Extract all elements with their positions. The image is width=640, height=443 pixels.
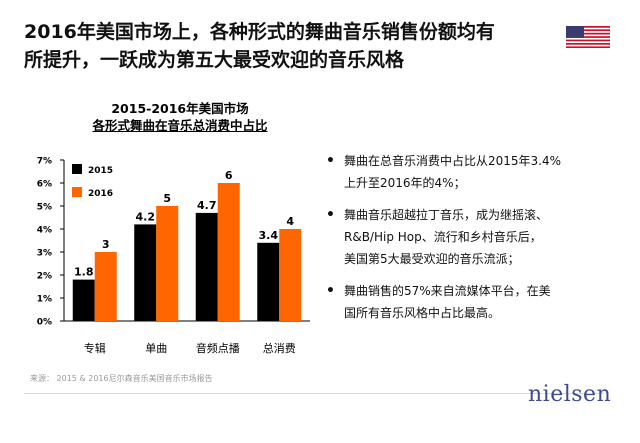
bullet-list: 舞曲在总音乐消费中占比从2015年3.4% 上升至2016年的4%； 舞曲音乐超…: [326, 150, 626, 334]
bullet-line: 上升至2016年的4%；: [344, 176, 466, 190]
data-label: 4.7: [197, 199, 217, 212]
bar-2016-1: [156, 206, 179, 321]
bullet-line: R&B/Hip Hop、流行和乡村音乐后，: [344, 230, 542, 244]
us-flag-icon: [566, 26, 610, 48]
data-label: 5: [163, 192, 171, 205]
legend-swatch-2016: [72, 187, 82, 197]
y-tick-label: 0%: [37, 318, 52, 328]
chart-title-line-2: 各形式舞曲在音乐总消费中占比: [92, 118, 268, 133]
data-label: 3.4: [259, 229, 279, 242]
y-tick-label: 7%: [37, 157, 52, 167]
source-note: 来源： 2015 & 2016尼尔森音乐美国音乐市场报告: [30, 374, 213, 383]
chart-title-line-1: 2015-2016年美国市场: [111, 101, 249, 116]
bar-2016-2: [217, 183, 240, 321]
bullet-line: 舞曲音乐超越拉丁音乐，成为继摇滚、: [344, 208, 549, 222]
x-category-label: 总消费: [263, 341, 296, 355]
y-tick-label: 6%: [37, 180, 52, 190]
bar-2015-3: [257, 242, 280, 321]
data-label: 4.2: [136, 210, 156, 223]
chart-title: 2015-2016年美国市场 各形式舞曲在音乐总消费中占比: [40, 100, 320, 134]
bullet-item: 舞曲销售的57%来自流媒体平台，在美 国所有音乐风格中占比最高。: [326, 280, 626, 324]
nielsen-logo: nielsen: [528, 382, 612, 407]
data-label: 3: [102, 238, 110, 251]
bullet-line: 舞曲在总音乐消费中占比从2015年3.4%: [344, 154, 562, 168]
data-label: 6: [225, 169, 233, 182]
x-category-label: 音频点播: [196, 341, 240, 355]
y-tick-label: 2%: [37, 272, 52, 282]
y-tick-label: 1%: [37, 295, 52, 305]
y-tick-label: 4%: [37, 226, 52, 236]
bullet-line: 国所有音乐风格中占比最高。: [344, 306, 501, 320]
legend-swatch-2015: [72, 164, 82, 174]
headline: 2016年美国市场上，各种形式的舞曲音乐销售份额均有 所提升，一跃成为第五大最受…: [24, 18, 544, 74]
bar-2015-1: [134, 224, 157, 321]
bar-2016-0: [94, 252, 117, 321]
bar-2015-0: [72, 279, 95, 321]
bar-2016-3: [279, 229, 302, 321]
y-tick-label: 3%: [37, 249, 52, 259]
x-category-label: 专辑: [84, 341, 106, 355]
bullet-item: 舞曲音乐超越拉丁音乐，成为继摇滚、 R&B/Hip Hop、流行和乡村音乐后， …: [326, 204, 626, 270]
bar-2015-2: [195, 212, 218, 321]
bullet-line: 美国第5大最受欢迎的音乐流派；: [344, 252, 520, 266]
data-label: 1.8: [74, 266, 94, 279]
footer-divider: [24, 393, 604, 394]
legend-label: 2015: [88, 166, 113, 176]
data-label: 4: [286, 215, 294, 228]
legend-label: 2016: [88, 189, 113, 199]
x-category-label: 单曲: [145, 342, 167, 355]
bullet-line: 舞曲销售的57%来自流媒体平台，在美: [344, 284, 551, 298]
y-tick-label: 5%: [37, 203, 52, 213]
headline-line-2: 所提升，一跃成为第五大最受欢迎的音乐风格: [24, 49, 405, 71]
headline-line-1: 2016年美国市场上，各种形式的舞曲音乐销售份额均有: [24, 21, 495, 43]
bullet-item: 舞曲在总音乐消费中占比从2015年3.4% 上升至2016年的4%；: [326, 150, 626, 194]
